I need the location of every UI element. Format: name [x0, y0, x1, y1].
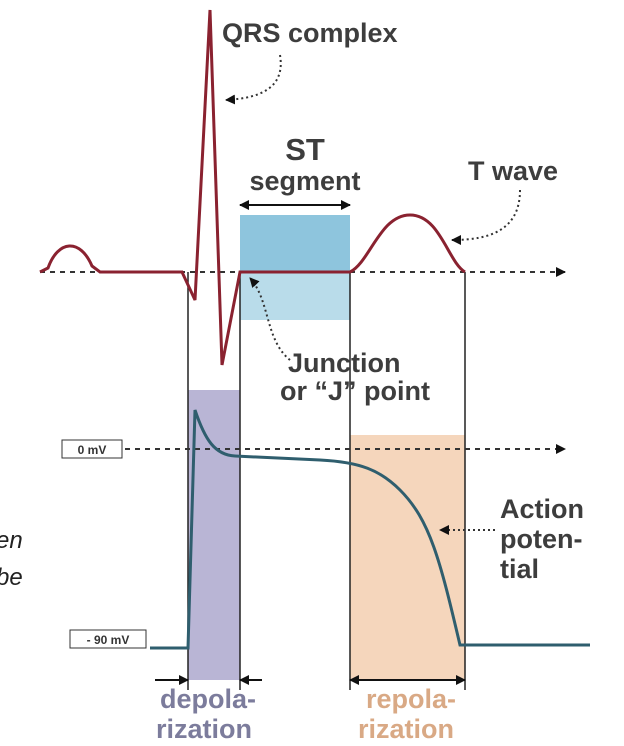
- action-label: Action: [500, 494, 584, 524]
- t-wave-label: T wave: [468, 156, 558, 186]
- pointers: [225, 54, 521, 535]
- qrs-label: QRS complex: [222, 18, 398, 48]
- st-label: ST: [285, 132, 325, 167]
- junction-label: Junction: [288, 348, 401, 378]
- depolarization-region: [188, 390, 240, 680]
- zero-mv-box: [61, 439, 123, 459]
- action-potential-trace: [150, 409, 590, 650]
- cut-text: en: [0, 527, 23, 554]
- junction-label: or “J” point: [280, 376, 430, 406]
- minus-90-box: [69, 629, 147, 649]
- depolarization-label: rization: [156, 714, 252, 744]
- ecg-trace: [39, 9, 466, 366]
- repolarization-label: rization: [358, 714, 454, 744]
- st-region-upper: [240, 215, 350, 272]
- repolarization-label: repola-: [366, 684, 456, 714]
- depolarization-label: depola-: [160, 684, 256, 714]
- action-label: tial: [500, 554, 539, 584]
- zero-mv-label: 0 mV: [78, 443, 107, 457]
- minus-90-label: - 90 mV: [87, 633, 130, 647]
- cut-text: be: [0, 564, 23, 591]
- action-label: poten-: [500, 524, 582, 554]
- st-region-lower: [240, 272, 350, 320]
- repolarization-region: [350, 435, 465, 680]
- st-label: segment: [249, 166, 360, 196]
